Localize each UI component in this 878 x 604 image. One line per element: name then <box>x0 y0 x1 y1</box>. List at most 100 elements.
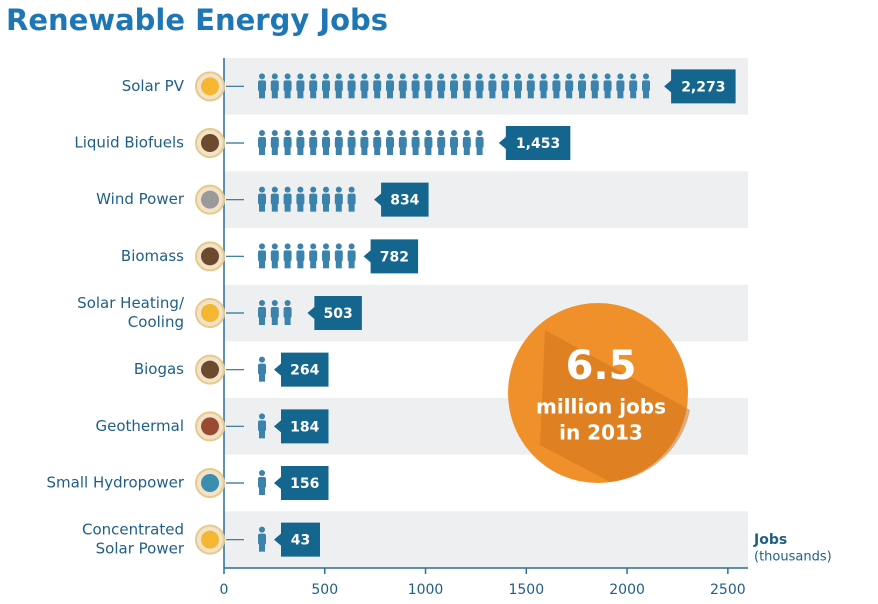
icon-head <box>323 130 329 136</box>
bar <box>258 69 736 104</box>
callout <box>664 69 736 104</box>
icon-head <box>259 526 265 533</box>
icon-head <box>451 73 457 80</box>
icon-legs <box>310 260 317 269</box>
row-band <box>224 284 748 342</box>
icon-body <box>488 80 497 92</box>
icon-head <box>310 73 317 80</box>
icon-head <box>297 130 304 136</box>
icon-legs <box>502 90 509 99</box>
icon-head <box>348 130 355 136</box>
icon-head <box>284 300 291 306</box>
icon-head <box>476 73 483 80</box>
chart-title: Renewable Energy Jobs <box>6 3 388 37</box>
icon-legs <box>566 90 573 99</box>
icon-legs <box>451 147 457 155</box>
icon-legs <box>412 90 419 99</box>
category-icon <box>201 134 219 152</box>
icon-legs <box>323 147 329 155</box>
icon-legs <box>643 90 649 99</box>
icon-legs <box>348 90 355 99</box>
icon-head <box>425 130 432 136</box>
value-label: 503 <box>324 306 353 322</box>
icon-head <box>553 73 560 80</box>
icon-body <box>296 193 305 205</box>
annotation: in 2013 <box>559 421 643 445</box>
icon-head <box>399 73 406 80</box>
category-label: Biomass <box>121 247 184 265</box>
icon-body <box>475 137 484 148</box>
x-tick-label: 1000 <box>408 582 444 598</box>
icon-legs <box>451 90 457 99</box>
icon-head <box>451 130 457 136</box>
icon-head <box>271 73 278 80</box>
icon-head <box>284 73 291 80</box>
icon-body <box>334 80 343 92</box>
icon-legs <box>271 260 278 269</box>
icon-legs <box>527 90 534 99</box>
icon-head <box>540 73 547 80</box>
icon-head <box>335 130 342 136</box>
icon-legs <box>348 260 355 269</box>
icon-head <box>348 73 355 80</box>
icon-body <box>565 80 574 92</box>
icon-body <box>283 250 292 262</box>
icon-legs <box>297 203 304 212</box>
icon-legs <box>387 147 393 155</box>
icon-legs <box>297 147 304 155</box>
icon-body <box>322 193 330 205</box>
icon-legs <box>412 147 419 155</box>
icon-legs <box>259 543 265 552</box>
category-label: Cooling <box>128 313 184 331</box>
icon-head <box>259 300 265 306</box>
icon-legs <box>399 147 406 155</box>
icon-legs <box>259 203 265 212</box>
callout <box>274 409 329 444</box>
icon-head <box>297 186 304 193</box>
value-label: 156 <box>290 476 319 492</box>
icon-body <box>437 80 446 92</box>
value-label: 834 <box>390 193 419 209</box>
icon-body <box>539 80 548 92</box>
icon-legs <box>374 90 381 99</box>
icon-legs <box>476 147 483 155</box>
icon-body <box>258 363 266 375</box>
icon-legs <box>259 147 265 155</box>
icon-body <box>258 307 266 318</box>
icon-head <box>425 73 432 80</box>
icon-legs <box>579 90 585 99</box>
x-tick-label: 2000 <box>609 582 645 598</box>
icon-legs <box>630 90 637 99</box>
icon-body <box>411 80 420 92</box>
callout <box>274 466 329 500</box>
icon-legs <box>335 147 342 155</box>
icon-body <box>398 80 407 92</box>
icon-body <box>270 307 279 318</box>
value-label: 43 <box>291 533 310 549</box>
icon-head <box>259 470 265 476</box>
icon-legs <box>438 147 445 155</box>
category-label: Concentrated <box>82 521 184 539</box>
icon-head <box>412 130 419 136</box>
icon-body <box>258 420 266 432</box>
category-icon <box>201 304 219 322</box>
callout <box>363 239 419 274</box>
icon-head <box>527 73 534 80</box>
icon-body <box>514 80 522 92</box>
category-label: Solar Heating/ <box>77 294 185 312</box>
icon-legs <box>604 90 611 99</box>
icon-body <box>373 80 382 92</box>
bar <box>258 296 362 330</box>
icon-body <box>270 250 279 262</box>
icon-body <box>360 80 369 92</box>
x-tick-label: 0 <box>220 582 229 598</box>
icon-head <box>438 130 445 136</box>
icon-body <box>296 80 305 92</box>
icon-head <box>259 356 265 363</box>
icon-body <box>411 137 420 148</box>
icon-body <box>347 193 356 205</box>
callout <box>307 296 362 330</box>
icon-head <box>271 186 278 193</box>
callout <box>374 182 429 217</box>
